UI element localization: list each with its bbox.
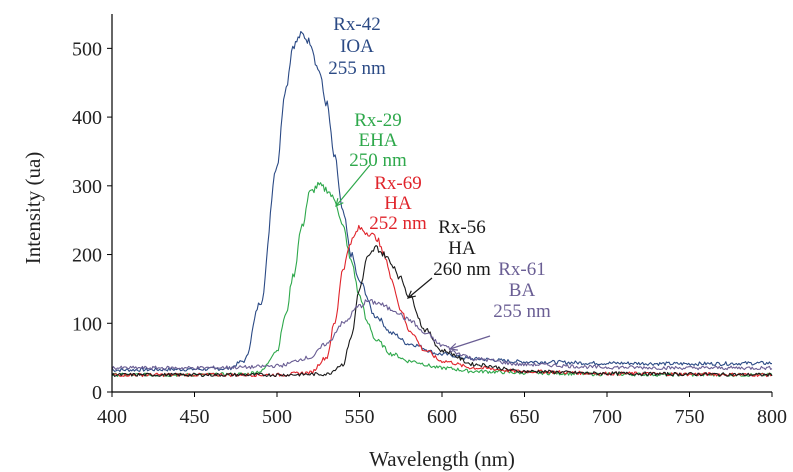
annotation-arrowhead [335, 198, 344, 208]
annotation-label: BA [509, 280, 536, 301]
y-tick-label: 400 [72, 107, 102, 129]
x-tick-label: 650 [510, 406, 540, 428]
annotation-arrowhead [406, 290, 416, 299]
annotation-label: 252 nm [369, 213, 427, 234]
y-tick-label: 200 [72, 245, 102, 267]
series-line-1 [111, 30, 773, 373]
annotation-label: 250 nm [349, 150, 407, 171]
x-tick-label: 500 [262, 406, 292, 428]
annotation-label: 260 nm [433, 259, 491, 280]
x-axis-label: Wavelength (nm) [369, 447, 515, 471]
y-tick-label: 0 [92, 382, 102, 404]
y-tick-label: 300 [72, 176, 102, 198]
annotation-arrow [407, 277, 433, 299]
y-tick-label: 100 [72, 313, 102, 335]
x-tick-label: 400 [97, 406, 127, 428]
annotation-label: Rx-61 [498, 259, 546, 280]
annotation-label: EHA [358, 130, 397, 151]
annotation-label: Rx-29 [354, 110, 402, 131]
axes [111, 14, 772, 393]
annotation-arrow [335, 164, 371, 207]
x-ticks: 400 450 500 550 600 650 700 750 800 [97, 392, 787, 428]
annotation-label: Rx-42 [333, 14, 381, 35]
annotation-label: HA [448, 238, 476, 259]
y-tick-label: 500 [72, 38, 102, 60]
y-ticks: 0 100 200 300 400 500 [72, 38, 112, 404]
x-tick-label: 450 [180, 406, 210, 428]
annotation-label: HA [384, 193, 412, 214]
x-tick-label: 600 [427, 406, 457, 428]
annotation-label: 255 nm [328, 58, 386, 79]
annotation-arrowhead [448, 343, 458, 351]
x-tick-label: 800 [757, 406, 787, 428]
annotation-label: Rx-69 [374, 173, 422, 194]
annotation-arrow [449, 335, 491, 350]
series-line-3 [111, 224, 773, 378]
x-tick-label: 550 [345, 406, 375, 428]
annotation-label: 255 nm [493, 301, 551, 322]
series-line-5 [111, 299, 773, 371]
series-layer [111, 30, 773, 378]
x-tick-label: 750 [675, 406, 705, 428]
x-tick-label: 700 [592, 406, 622, 428]
annotation-label: IOA [340, 36, 374, 57]
series-line-4 [111, 245, 773, 378]
annotation-label: Rx-56 [438, 217, 486, 238]
y-axis-label: Intensity (ua) [21, 152, 45, 265]
